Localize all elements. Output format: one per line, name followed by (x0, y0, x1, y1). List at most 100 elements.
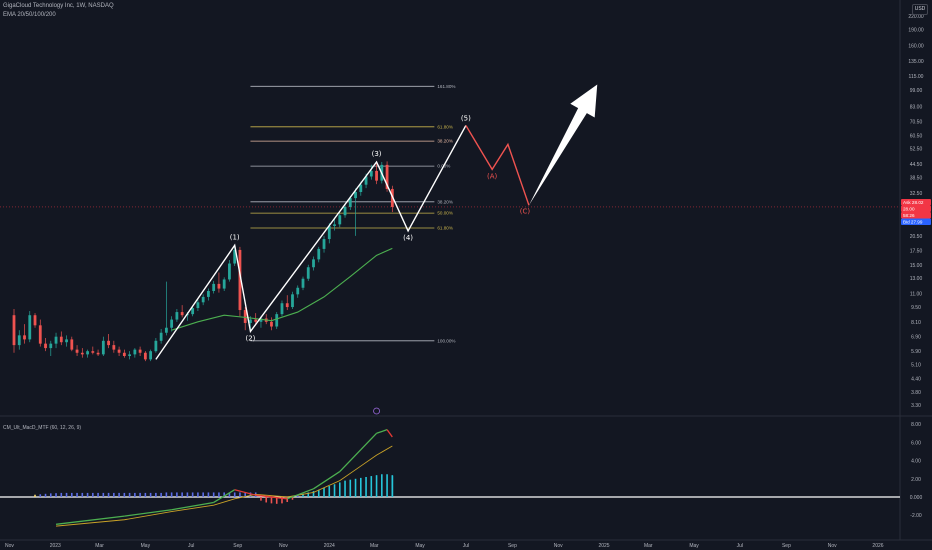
macd-histogram-bar (228, 492, 231, 497)
macd-histogram-bar (360, 477, 362, 497)
macd-line-segment (55, 515, 125, 525)
candle (270, 317, 273, 331)
macd-histogram-bar (165, 492, 168, 497)
price-tick-label: 20.50 (910, 234, 923, 240)
currency-button[interactable]: USD (912, 4, 928, 15)
macd-histogram-bar (233, 492, 236, 497)
macd-histogram-bar (76, 492, 78, 497)
macd-signal-line (55, 445, 393, 527)
price-tag-text: Bid 27.99 (903, 219, 923, 224)
candle-body (112, 345, 116, 350)
price-tick-label: 220.00 (908, 14, 924, 20)
price-tick-label: 38.50 (910, 175, 923, 181)
candle-body (65, 339, 68, 343)
macd-line-segment (386, 429, 393, 438)
wave-label: (2) (245, 334, 255, 342)
candle (17, 330, 21, 350)
price-tag-text: 58:26 (903, 213, 915, 218)
candle-body (101, 340, 105, 355)
macd-histogram-bar (239, 492, 241, 497)
candle (159, 328, 163, 344)
candle (12, 309, 16, 353)
candle-body (70, 339, 74, 350)
candle (164, 281, 168, 336)
candle (80, 348, 84, 358)
macd-indicator-name: CM_Ult_MacD_MTF (60, 12, 26, 9) (3, 425, 81, 431)
macd-histogram-bar (113, 492, 115, 497)
candle-body (359, 184, 363, 193)
candle (154, 338, 158, 353)
time-tick-label: 2023 (50, 543, 61, 549)
price-tag: Bid 27.99 (901, 218, 931, 225)
macd-line-segment (124, 509, 172, 517)
candle (306, 264, 310, 281)
macd-histogram-bar (338, 482, 341, 497)
candle (180, 305, 184, 318)
candle-body (138, 349, 142, 353)
candle (54, 332, 58, 349)
macd-histogram-bar (323, 487, 325, 497)
candle-body (191, 308, 195, 315)
candle-body (122, 352, 126, 357)
candle-body (238, 249, 242, 311)
price-tick-label: 5.10 (911, 363, 921, 369)
macd-line-segment (171, 501, 214, 511)
candle (149, 349, 153, 362)
candle-body (270, 321, 273, 327)
candle (96, 349, 100, 357)
price-tick-label: 13.00 (910, 276, 923, 282)
macd-histogram-bar (123, 492, 126, 497)
time-tick-label: 2025 (598, 543, 609, 549)
candle-body (143, 352, 147, 360)
wave-label: (4) (403, 234, 413, 242)
candle-body (180, 312, 184, 316)
candle (44, 338, 47, 352)
macd-histogram-bar (391, 476, 394, 497)
macd-histogram-bar (81, 492, 84, 497)
candle-body (80, 352, 84, 355)
fib-level-label: 38.20% (437, 199, 453, 204)
price-tag: Ask 28.02 (901, 198, 931, 206)
macd-histogram-bar (149, 492, 152, 497)
macd-line-segment (255, 494, 288, 500)
candle (207, 288, 210, 301)
candle-body (33, 315, 37, 326)
candle (70, 336, 74, 352)
candle (65, 335, 68, 347)
macd-histogram-bar (60, 492, 63, 497)
candle-body (54, 336, 58, 344)
candle-body (301, 278, 305, 288)
candle-body (217, 283, 221, 289)
candle (354, 188, 357, 236)
price-tag-text: 28.00 (903, 206, 915, 211)
macd-histogram-bar (97, 492, 99, 497)
macd-histogram-bar (65, 492, 68, 497)
candle-body (44, 343, 47, 349)
candle-body (312, 259, 315, 268)
macd-histogram-bar (286, 497, 289, 503)
macd-histogram-bar (71, 492, 73, 497)
price-tick-label: 135.00 (908, 59, 924, 65)
macd-histogram-bar (249, 492, 252, 497)
macd-histogram-bar (296, 495, 299, 497)
candle (343, 204, 347, 218)
macd-histogram-bar (155, 492, 157, 497)
candle-body (170, 319, 174, 328)
macd-histogram-bar (160, 492, 162, 497)
candle-body (338, 215, 342, 225)
candle (291, 291, 294, 310)
candle (243, 307, 247, 331)
candle-body (275, 314, 279, 327)
candle-body (364, 176, 368, 185)
wave-corrective-path (465, 125, 530, 206)
candle (128, 351, 131, 360)
macd-histogram-bar (39, 494, 42, 497)
candle-body (59, 336, 63, 343)
candle-body (317, 248, 321, 260)
candle (117, 346, 121, 357)
candle (86, 349, 89, 358)
macd-line-segment (360, 432, 378, 451)
price-tick-label: 44.50 (910, 162, 923, 168)
macd-histogram-bar (44, 493, 47, 497)
